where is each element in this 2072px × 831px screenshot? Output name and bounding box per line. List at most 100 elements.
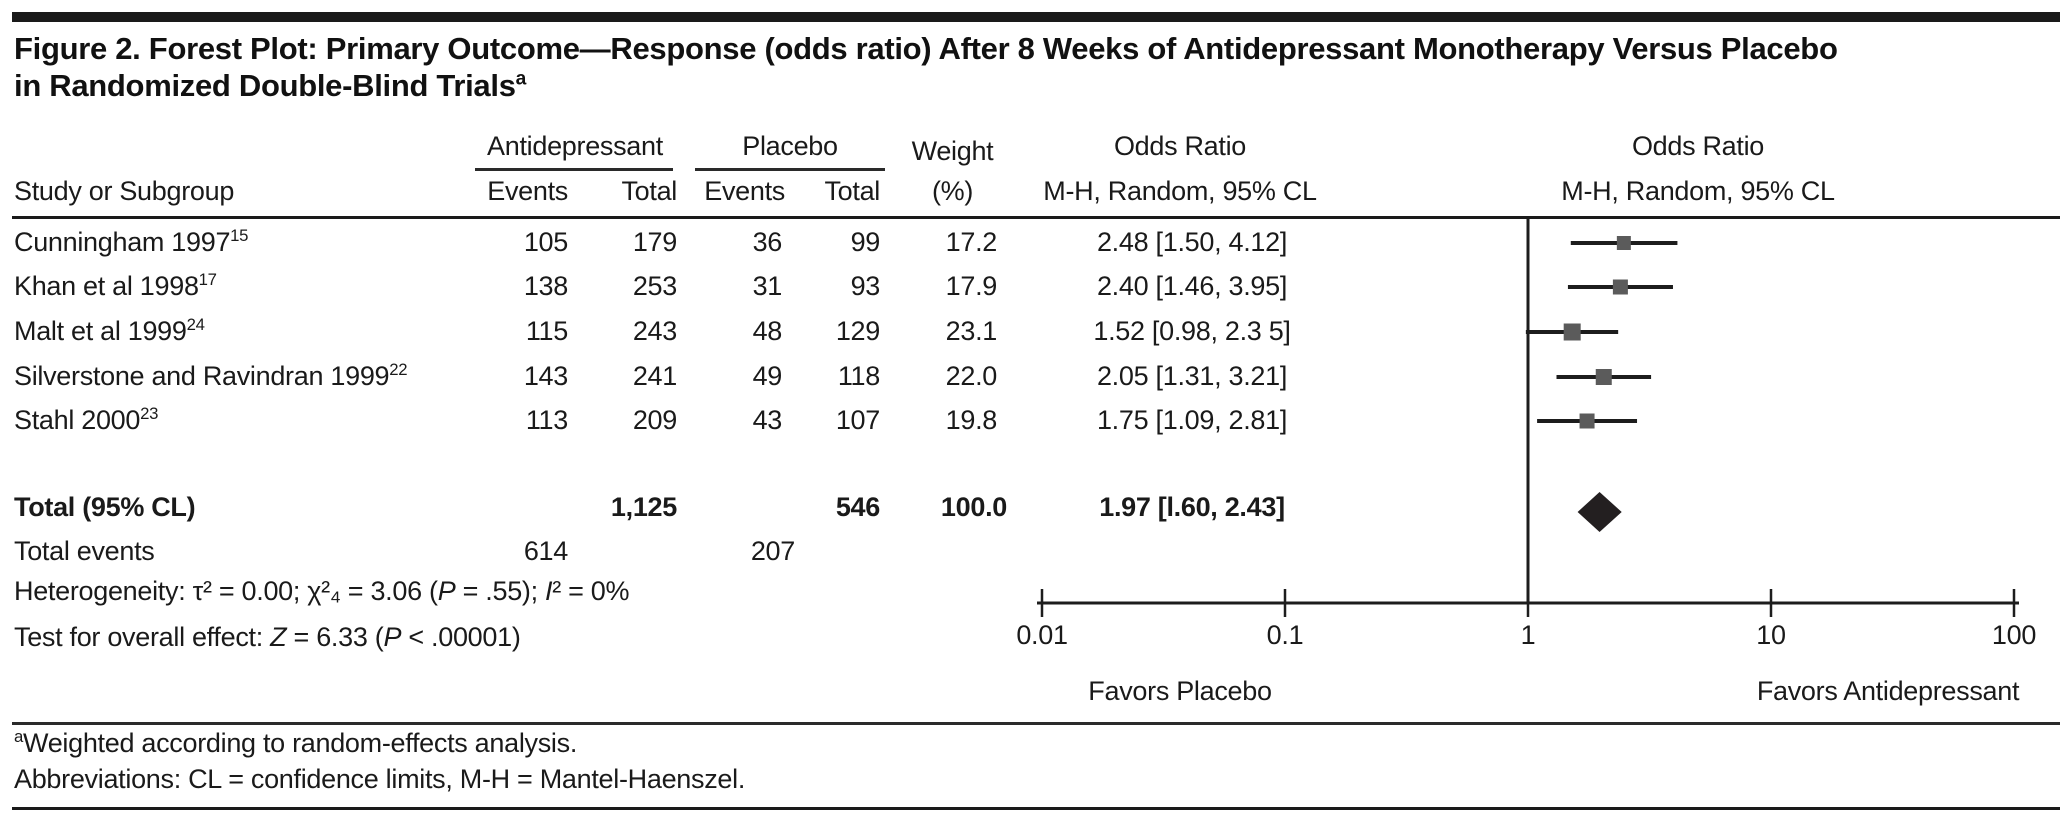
z-symbol: Z xyxy=(270,622,287,652)
table-row-stahl: Stahl 200023 113 209 43 107 19.8 1.75 [1… xyxy=(12,405,2060,439)
header-antidepressant-events: Events xyxy=(487,176,568,206)
reference-superscript: 17 xyxy=(198,270,217,289)
study-label: Khan et al 1998 xyxy=(14,271,199,301)
effect-square xyxy=(1563,323,1581,341)
header-weight: Weight xyxy=(911,136,994,166)
effect-square xyxy=(1595,369,1612,385)
odds-ratio-value: 1.75 [1.09, 2.81] xyxy=(1096,405,1288,435)
footnote-a-marker: a xyxy=(14,727,24,746)
effect-square xyxy=(1616,236,1631,250)
header-placebo-events: Events xyxy=(704,176,785,206)
odds-ratio-value: 2.40 [1.46, 3.95] xyxy=(1096,271,1288,301)
header-rule xyxy=(12,216,2060,219)
header-placebo-total: Total xyxy=(824,176,880,206)
footnote-top-rule xyxy=(12,722,2060,725)
heterogeneity-text: = .55); xyxy=(455,576,546,606)
figure-title-footnote-marker: a xyxy=(515,68,527,90)
heterogeneity-text: Heterogeneity: τ² = 0.00; χ²₄ = 3.06 ( xyxy=(14,576,438,606)
total-weight: 100.0 xyxy=(940,492,1007,522)
antidepressant-total-value: 241 xyxy=(632,361,677,391)
heterogeneity-stats: Heterogeneity: τ² = 0.00; χ²₄ = 3.06 (P … xyxy=(14,576,630,607)
top-rule xyxy=(12,12,2060,22)
placebo-underline xyxy=(695,168,885,171)
header-mh-random-text: M-H, Random, 95% CL xyxy=(1043,176,1317,206)
axis-tick-label: 0.01 xyxy=(1016,620,1068,650)
total-odds-ratio: 1.97 [l.60, 2.43] xyxy=(1099,492,1285,522)
study-name: Cunningham 199715 xyxy=(14,227,248,258)
header-weight-pct: (%) xyxy=(931,176,974,206)
footnote-a: aWeighted according to random-effects an… xyxy=(14,728,577,759)
odds-ratio-value: 1.52 [0.98, 2.3 5] xyxy=(1093,316,1291,346)
placebo-events-value: 43 xyxy=(752,405,783,435)
p-symbol: P xyxy=(383,622,402,652)
table-row-silverstone: Silverstone and Ravindran 199922 143 241… xyxy=(12,361,2060,395)
antidepressant-total-value: 209 xyxy=(632,405,677,435)
total-events-antidepressant: 614 xyxy=(523,536,568,566)
effect-square xyxy=(1579,413,1595,429)
favors-antidepressant-label: Favors Antidepressant xyxy=(1756,676,2020,706)
footnote-a-text: Weighted according to random-effects ana… xyxy=(23,728,578,758)
placebo-total-value: 118 xyxy=(837,361,880,391)
reference-superscript: 24 xyxy=(186,315,205,334)
weight-value: 23.1 xyxy=(945,316,998,346)
axis-tick-label: 0.1 xyxy=(1266,620,1304,650)
effect-square xyxy=(1612,279,1628,295)
study-name: Khan et al 199817 xyxy=(14,271,217,302)
total-events-row: Total events 614 207 xyxy=(12,536,2060,570)
weight-value: 17.9 xyxy=(945,271,998,301)
antidepressant-total-value: 253 xyxy=(632,271,677,301)
total-antidepressant-n: 1,125 xyxy=(610,492,677,522)
odds-ratio-value: 2.48 [1.50, 4.12] xyxy=(1096,227,1288,257)
bottom-rule xyxy=(12,807,2060,810)
favors-placebo-label: Favors Placebo xyxy=(1088,676,1272,706)
study-label: Silverstone and Ravindran 1999 xyxy=(14,361,390,391)
header-antidepressant-total: Total xyxy=(621,176,677,206)
header-odds-ratio-plot: Odds Ratio xyxy=(1631,131,1765,161)
header-group-antidepressant: Antidepressant xyxy=(487,131,663,161)
figure-title-line1: Figure 2. Forest Plot: Primary Outcome—R… xyxy=(14,31,1838,66)
overall-effect-text: Test for overall effect: xyxy=(14,622,271,652)
antidepressant-total-value: 179 xyxy=(632,227,677,257)
figure-title-line2: in Randomized Double-Blind Trials xyxy=(14,68,516,103)
antidepressant-events-value: 105 xyxy=(523,227,568,257)
header-odds-ratio-text: Odds Ratio xyxy=(1113,131,1247,161)
study-label: Stahl 2000 xyxy=(14,405,141,435)
overall-effect-text: < .00001) xyxy=(401,622,521,652)
axis-tick-label: 10 xyxy=(1756,620,1786,650)
axis-tick-label: 1 xyxy=(1520,620,1536,650)
total-row: Total (95% CL) 1,125 546 100.0 1.97 [l.6… xyxy=(12,492,2060,526)
overall-effect-stats: Test for overall effect: Z = 6.33 (P < .… xyxy=(14,622,521,653)
antidepressant-underline xyxy=(475,168,673,171)
study-name: Stahl 200023 xyxy=(14,405,158,436)
p-symbol: P xyxy=(437,576,456,606)
study-label: Malt et al 1999 xyxy=(14,316,187,346)
placebo-events-value: 49 xyxy=(752,361,783,391)
header-study-or-subgroup: Study or Subgroup xyxy=(14,176,235,206)
total-events-label: Total events xyxy=(14,536,155,566)
placebo-events-value: 48 xyxy=(752,316,783,346)
antidepressant-events-value: 143 xyxy=(523,361,568,391)
header-mh-random-plot: M-H, Random, 95% CL xyxy=(1561,176,1835,206)
placebo-events-value: 36 xyxy=(752,227,783,257)
overall-effect-text: = 6.33 ( xyxy=(286,622,384,652)
study-label: Cunningham 1997 xyxy=(14,227,231,257)
weight-value: 19.8 xyxy=(945,405,998,435)
antidepressant-events-value: 115 xyxy=(525,316,568,346)
antidepressant-events-value: 138 xyxy=(523,271,568,301)
total-diamond xyxy=(1577,492,1622,532)
antidepressant-total-value: 243 xyxy=(632,316,677,346)
i-squared-symbol: I xyxy=(545,576,553,606)
study-name: Malt et al 199924 xyxy=(14,316,205,347)
figure-title: Figure 2. Forest Plot: Primary Outcome—R… xyxy=(14,30,2058,104)
reference-superscript: 23 xyxy=(140,404,159,423)
weight-value: 17.2 xyxy=(945,227,998,257)
placebo-total-value: 93 xyxy=(850,271,881,301)
table-row-khan: Khan et al 199817 138 253 31 93 17.9 2.4… xyxy=(12,271,2060,305)
axis-tick-label: 100 xyxy=(1991,620,2037,650)
placebo-total-value: 99 xyxy=(850,227,881,257)
study-name: Silverstone and Ravindran 199922 xyxy=(14,361,408,392)
footnote-abbreviations: Abbreviations: CL = confidence limits, M… xyxy=(14,764,746,794)
reference-superscript: 15 xyxy=(230,226,249,245)
